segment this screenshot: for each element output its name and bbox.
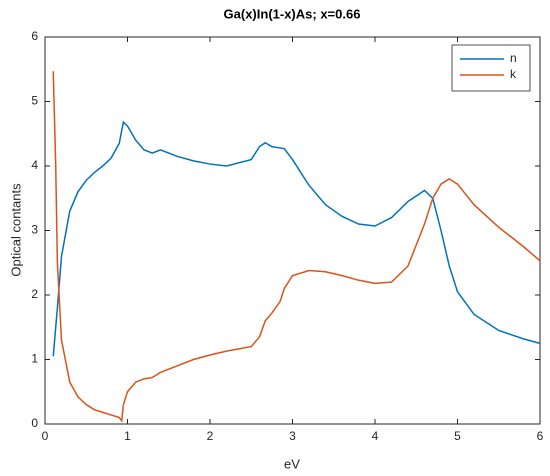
y-tick-label: 5 bbox=[31, 94, 38, 108]
x-tick-label: 6 bbox=[537, 429, 544, 443]
y-tick-label: 4 bbox=[31, 158, 38, 172]
x-tick-label: 5 bbox=[454, 429, 461, 443]
x-tick-label: 1 bbox=[124, 429, 131, 443]
x-tick-label: 0 bbox=[42, 429, 49, 443]
data-line bbox=[52, 120, 541, 357]
y-tick-label: 6 bbox=[31, 29, 38, 43]
y-tick-label: 1 bbox=[31, 352, 38, 366]
y-axis-label: Optical contants bbox=[8, 183, 23, 277]
data-line bbox=[52, 71, 541, 423]
y-tick-label: 2 bbox=[31, 287, 38, 301]
y-tick-label: 0 bbox=[31, 416, 38, 430]
legend-label: k bbox=[510, 67, 517, 81]
legend-label: n bbox=[510, 51, 517, 65]
x-tick-label: 4 bbox=[372, 429, 379, 443]
x-tick-label: 3 bbox=[289, 429, 296, 443]
x-axis-label: eV bbox=[284, 456, 300, 471]
y-tick-label: 3 bbox=[31, 223, 38, 237]
x-tick-label: 2 bbox=[207, 429, 214, 443]
chart-title: Ga(x)In(1-x)As; x=0.66 bbox=[224, 6, 361, 21]
legend-box bbox=[451, 44, 531, 92]
plot-area bbox=[44, 36, 541, 425]
